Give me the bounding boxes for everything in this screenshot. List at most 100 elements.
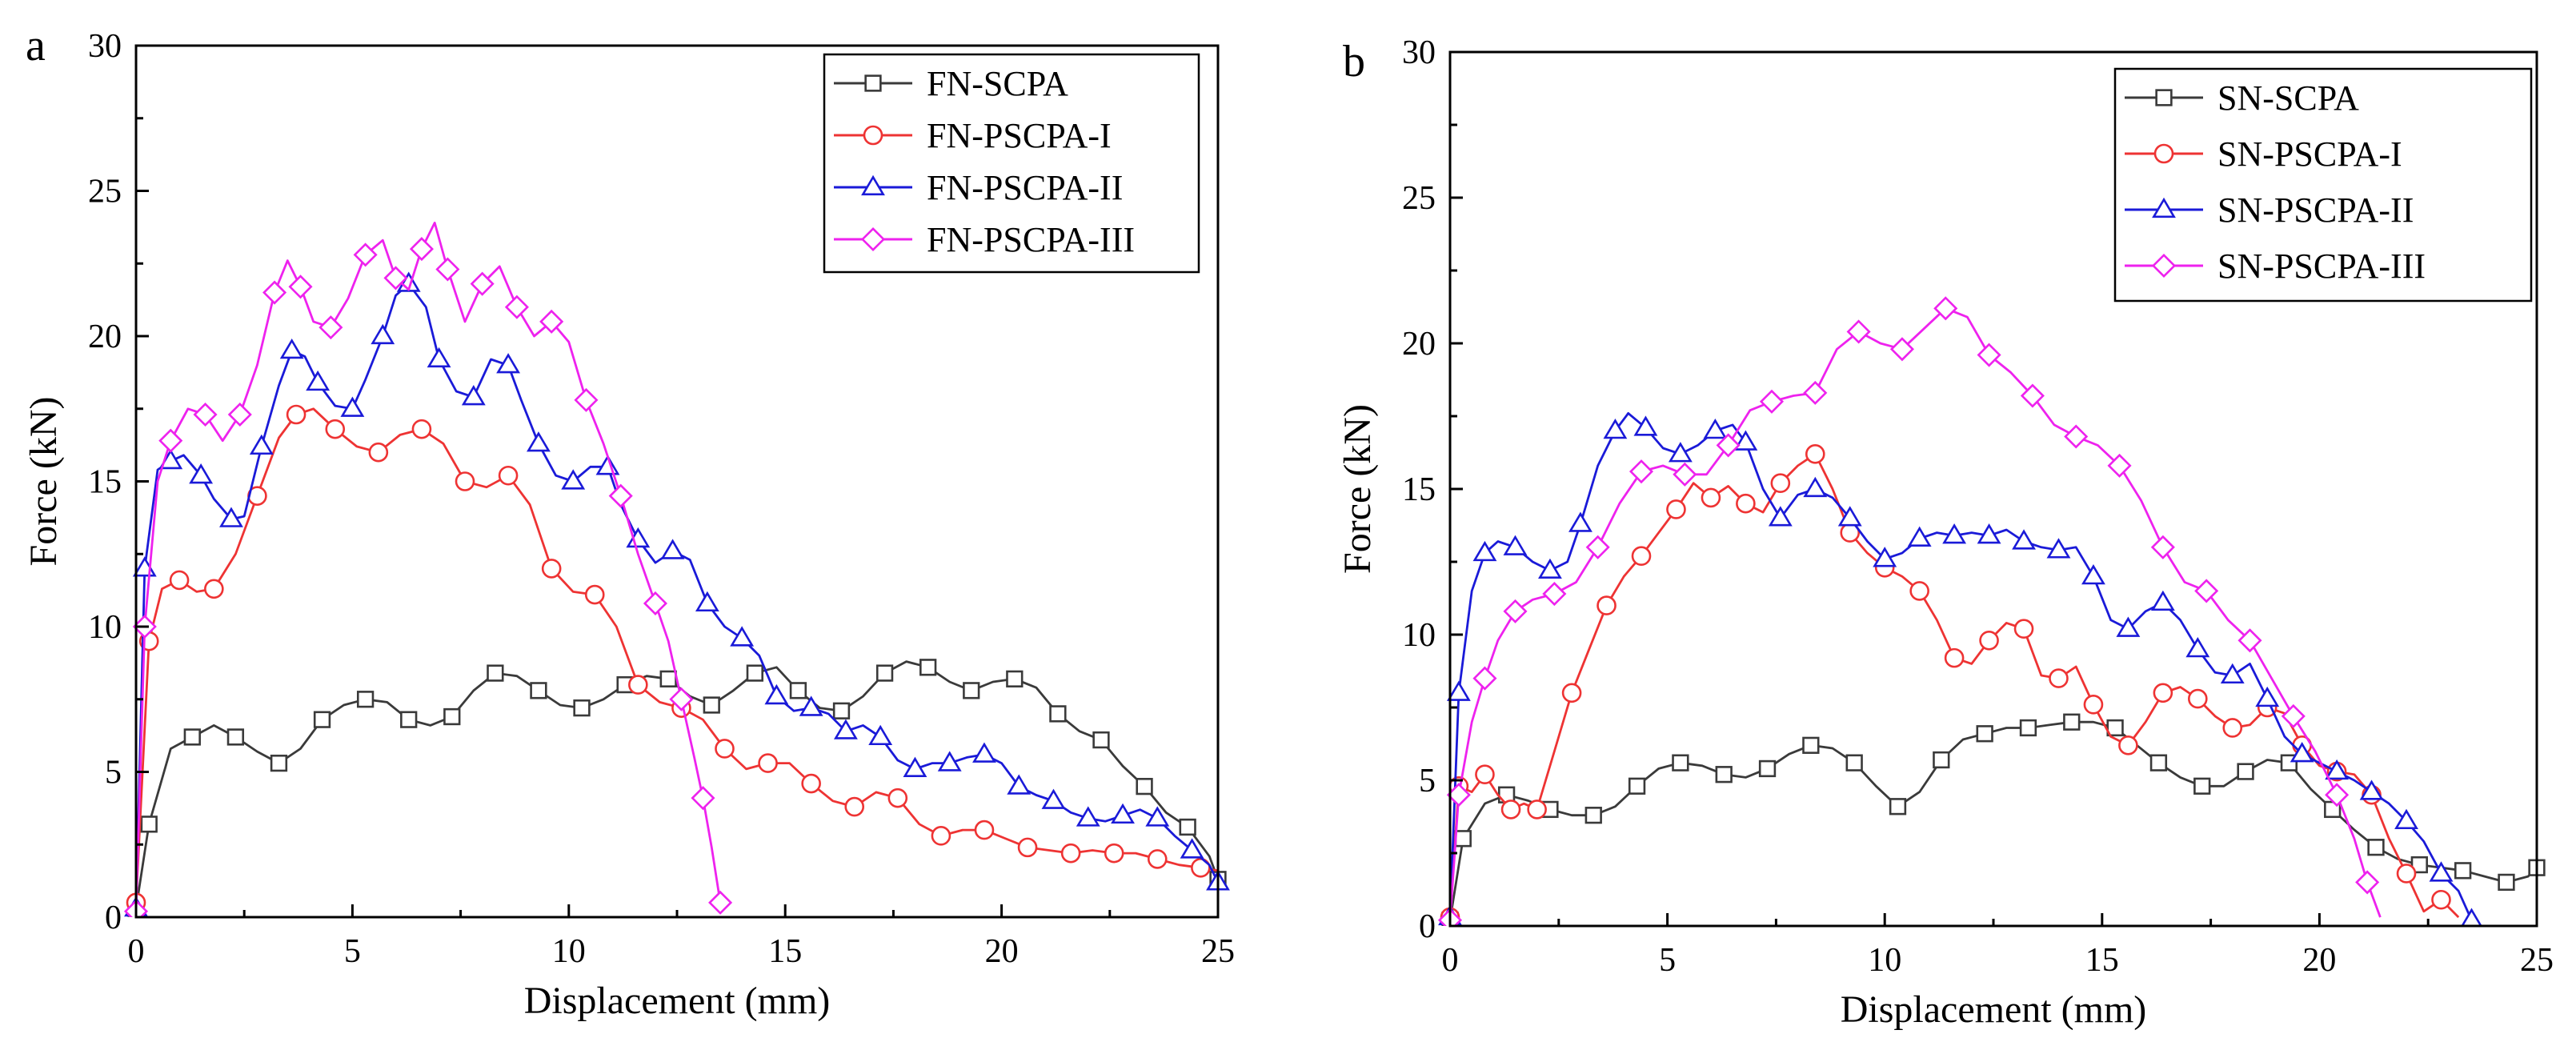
data-point [1585,535,1610,559]
legend-label: SN-PSCPA-III [2217,246,2426,286]
data-point [2081,563,2105,585]
legend-label: FN-SCPA [927,64,1068,103]
data-point [183,728,201,746]
data-point [974,820,995,840]
data-point [539,309,564,334]
legend-marker [861,174,885,196]
legend-box [823,53,1200,274]
data-point [561,469,586,490]
data-point [132,556,157,577]
data-point [1979,630,1999,651]
data-point [1145,806,1170,827]
data-point [270,754,288,772]
data-point [1944,647,1965,668]
data-point [1907,526,1932,547]
legend-marker [860,226,886,252]
data-point [1733,430,1758,451]
data-point [2019,719,2037,737]
y-tick-label: 30 [88,28,122,65]
data-point [193,402,218,427]
series-layer [1437,296,2546,926]
legend-item: SN-PSCPA-II [2125,190,2414,230]
data-point [715,739,735,759]
data-point [2064,424,2089,449]
data-point [799,695,823,716]
panel-label: b [1343,37,1365,86]
legend: SN-SCPA SN-PSCPA-I SN-PSCPA-II SN-PSCPA-III [2113,67,2533,303]
data-point [2063,713,2081,731]
data-point [1805,444,1825,464]
data-point [204,579,224,599]
data-point [868,724,893,746]
data-point [409,237,434,262]
series-sn-pscpa-i [1440,444,2460,926]
data-point [2325,783,2350,808]
data-point [1942,523,1967,544]
data-point [1446,680,1471,701]
series-line [1448,307,2382,920]
y-tick-label: 30 [1402,34,1436,71]
data-point [1006,670,1024,687]
data-point [1933,296,1958,321]
y-tick-label: 5 [105,755,122,792]
data-point [313,711,331,728]
data-point [530,682,547,699]
x-tick-label: 20 [2302,942,2336,979]
data-point [1007,774,1032,795]
data-point [427,347,451,368]
series-sn-scpa [1441,713,2546,926]
data-point [937,751,962,771]
data-point [1111,803,1135,824]
data-point [504,295,529,319]
y-axis-title: Force (kN) [22,397,65,567]
data-point [758,753,778,773]
data-point [1076,806,1100,827]
data-point [1802,736,1820,754]
data-point [1845,754,1863,771]
data-point [470,271,495,296]
data-point [659,670,677,687]
legend-label: FN-PSCPA-III [927,220,1135,259]
data-point [1759,389,1785,414]
data-point [1596,595,1617,615]
data-point [2106,719,2124,737]
data-point [1977,343,2001,367]
legend-label: SN-SCPA [2217,78,2359,118]
series-line [1448,412,2473,921]
data-point [1672,754,1689,771]
data-point [411,419,432,439]
legend-label: FN-PSCPA-I [927,116,1112,155]
legend-item: FN-SCPA [834,64,1068,103]
data-point [1584,807,1602,824]
y-tick-label: 20 [88,319,122,355]
data-point [2290,742,2314,763]
y-axis-title: Force (kN) [1336,404,1379,574]
data-point [443,707,461,726]
x-tick-label: 5 [1659,942,1676,979]
data-point [325,419,346,439]
x-tick-label: 0 [128,933,145,970]
data-point [703,696,720,714]
data-point [2255,686,2280,707]
data-point [1909,581,1929,601]
data-point [219,507,243,527]
y-tick-label: 25 [1402,180,1436,217]
data-point [1889,337,1914,362]
data-point [887,787,908,808]
x-axis-title: Displacement (mm) [1841,988,2147,1031]
series-fn-pscpa-ii [124,271,1230,917]
legend-item: FN-PSCPA-I [834,116,1112,155]
y-tick-label: 25 [88,174,122,210]
legend-item: SN-PSCPA-I [2125,134,2402,174]
y-tick-label: 10 [88,609,122,646]
data-point [2049,668,2069,688]
data-point [1561,683,1582,703]
data-point [1846,319,1871,344]
legend-item: FN-PSCPA-III [834,220,1135,259]
data-point [691,786,715,811]
legend-marker [863,125,883,146]
data-point [435,257,460,282]
data-point [541,559,562,579]
data-point [1873,547,1897,567]
data-point [1933,751,1950,769]
